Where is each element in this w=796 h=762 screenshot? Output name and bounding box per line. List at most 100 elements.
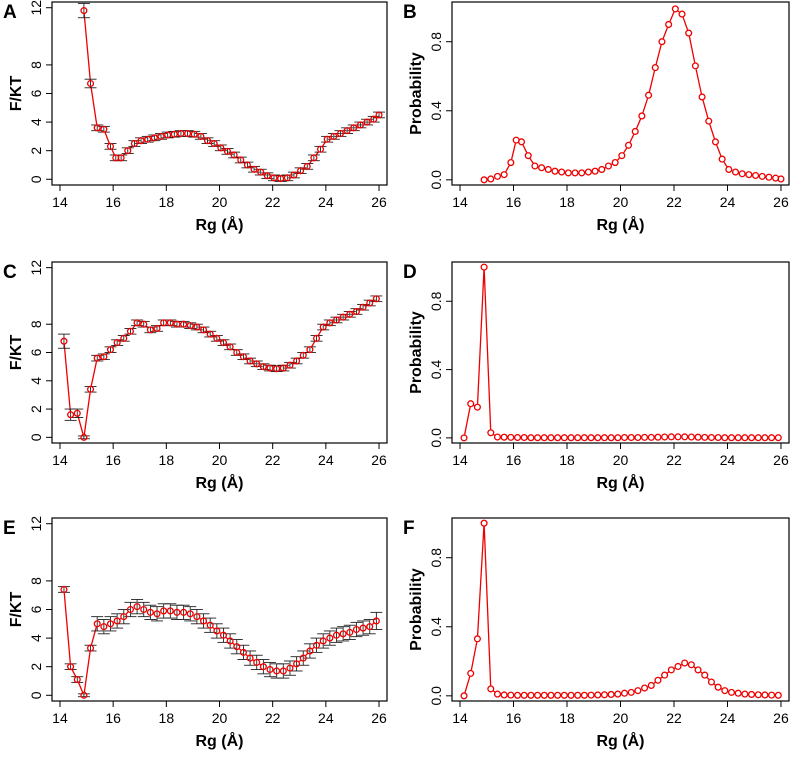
data-point: [591, 167, 599, 175]
data-point: [467, 400, 475, 408]
y-tick-label: 2: [28, 405, 44, 413]
data-point: [253, 360, 261, 368]
y-tick-label: 8: [28, 320, 44, 328]
data-point: [180, 320, 188, 328]
x-tick-label: 24: [720, 710, 736, 726]
data-point: [239, 353, 247, 361]
data-point: [480, 263, 488, 271]
data-point: [473, 635, 481, 643]
x-axis-title: Rg (Å): [597, 473, 645, 492]
y-tick-label: 2: [28, 663, 44, 671]
data-point: [257, 168, 265, 176]
plot-frame: [451, 517, 790, 702]
data-point: [217, 144, 225, 152]
data-point: [184, 129, 192, 138]
data-point: [661, 433, 669, 441]
data-point: [160, 607, 168, 615]
x-tick-label: 18: [559, 194, 575, 210]
data-point: [120, 613, 128, 621]
y-tick-label: 0.8: [428, 291, 444, 311]
data-point: [531, 162, 539, 170]
data-point: [100, 623, 108, 631]
data-point: [594, 691, 602, 699]
data-point: [210, 139, 218, 148]
data-point: [326, 319, 334, 327]
series-line-segment: [682, 17, 689, 31]
data-point: [752, 171, 760, 180]
x-axis-title: Rg (Å): [196, 731, 244, 750]
data-point: [638, 112, 646, 120]
x-tick-label: 14: [52, 194, 68, 210]
data-point: [293, 357, 301, 365]
data-point: [233, 643, 241, 651]
data-point: [758, 172, 766, 180]
series-line-segment: [464, 676, 471, 693]
data-point: [67, 663, 75, 671]
data-point: [80, 7, 88, 15]
data-point: [199, 326, 208, 334]
data-point: [734, 689, 742, 697]
y-tick-label: 4: [28, 118, 44, 126]
data-point: [551, 167, 559, 175]
data-point: [574, 434, 582, 442]
data-point: [594, 434, 602, 442]
data-point: [146, 326, 154, 334]
series-line-segment: [305, 653, 309, 657]
series-line-segment: [104, 132, 110, 144]
x-tick-label: 18: [559, 710, 575, 726]
data-point: [614, 690, 622, 698]
series-line-segment: [476, 526, 485, 636]
data-point: [150, 134, 158, 142]
x-tick-label: 14: [452, 452, 468, 468]
series-line-segment: [493, 690, 496, 693]
data-point: [711, 138, 719, 146]
data-point: [100, 353, 108, 361]
data-point: [534, 434, 542, 442]
data-point: [748, 690, 756, 698]
data-point: [126, 605, 134, 614]
series-line-segment: [655, 44, 662, 65]
data-point: [130, 139, 138, 148]
data-point: [180, 608, 188, 616]
data-point: [685, 29, 693, 37]
data-point: [705, 117, 713, 125]
x-tick-label: 18: [559, 452, 575, 468]
data-point: [312, 334, 321, 342]
series-line-segment: [259, 663, 261, 666]
data-point: [634, 433, 642, 442]
panel-letter: C: [3, 262, 17, 283]
plot-frame: [51, 1, 388, 186]
y-tick-label: 0: [28, 691, 44, 699]
data-point: [665, 20, 673, 28]
series-line-segment: [662, 27, 669, 39]
data-point: [674, 433, 682, 441]
data-point: [654, 676, 662, 684]
x-tick-label: 24: [318, 452, 334, 468]
data-point: [306, 647, 314, 655]
data-point: [768, 691, 776, 699]
data-point: [306, 346, 314, 354]
data-point: [634, 687, 642, 695]
series-line-segment: [119, 339, 122, 342]
data-point: [547, 434, 555, 442]
data-point: [567, 434, 575, 442]
x-tick-label: 26: [371, 710, 387, 726]
data-point: [647, 433, 655, 441]
data-point: [319, 323, 327, 331]
data-point: [270, 174, 278, 182]
y-tick-label: 0.0: [428, 428, 444, 448]
data-point: [678, 10, 686, 18]
data-point: [554, 691, 562, 699]
data-point: [567, 691, 575, 699]
data-point: [359, 303, 367, 311]
y-tick-label: 0.8: [428, 548, 444, 568]
data-point: [701, 671, 709, 679]
data-point: [731, 168, 740, 176]
series-line-segment: [706, 677, 710, 681]
series-line-segment: [702, 100, 709, 119]
x-tick-label: 24: [720, 452, 736, 468]
data-point: [500, 433, 508, 441]
y-axis-title: Probability: [408, 52, 425, 135]
series-line-segment: [292, 362, 295, 364]
